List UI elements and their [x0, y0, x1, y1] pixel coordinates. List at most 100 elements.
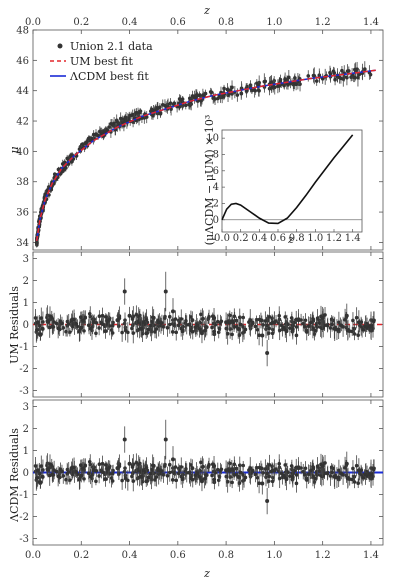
- x-tick-label-top: 0.2: [73, 17, 89, 28]
- residual-point: [160, 321, 164, 325]
- residual-point: [126, 478, 130, 483]
- residual-point: [285, 469, 289, 474]
- residual-point: [294, 333, 299, 338]
- y-tick-label-um-residuals: 2: [23, 276, 29, 287]
- plot-frame-distance-modulus: [32, 29, 384, 251]
- residual-point: [38, 324, 42, 328]
- inset-frame: [221, 129, 363, 233]
- residual-point: [115, 318, 120, 323]
- residual-point: [52, 468, 56, 472]
- x-tick-label-bottom: 0.8: [218, 550, 234, 561]
- residual-point: [199, 460, 203, 465]
- residual-point: [257, 481, 261, 486]
- residual-point: [86, 471, 91, 476]
- residual-point: [177, 320, 182, 325]
- residual-point: [212, 477, 217, 482]
- residual-point: [167, 322, 172, 327]
- residual-point: [83, 315, 88, 320]
- residual-point: [294, 325, 299, 329]
- residual-point: [279, 471, 284, 476]
- residual-point: [97, 314, 102, 319]
- residual-point: [184, 319, 188, 323]
- residual-point: [147, 327, 152, 331]
- data-point: [293, 76, 297, 80]
- residual-point: [123, 476, 128, 481]
- residual-point: [315, 464, 320, 469]
- x-tick-label-top: 0.6: [170, 17, 186, 28]
- residual-point: [219, 467, 224, 472]
- data-point: [203, 91, 208, 96]
- data-point: [124, 116, 128, 120]
- residual-point: [193, 473, 198, 478]
- data-point: [352, 75, 357, 80]
- residual-point: [232, 462, 237, 467]
- x-tick-label-top: 1.4: [363, 17, 379, 28]
- residual-point: [127, 461, 132, 466]
- legend-data-marker: [57, 43, 63, 49]
- x-tick-label-bottom: 1.2: [315, 550, 331, 561]
- residual-point: [147, 475, 152, 479]
- residual-point: [41, 320, 45, 324]
- inset-x-tick-label: 1.4: [345, 233, 361, 244]
- data-point: [314, 79, 319, 83]
- data-point: [60, 169, 65, 174]
- residual-point: [207, 462, 211, 467]
- residual-point: [130, 317, 135, 321]
- residual-point: [363, 324, 368, 329]
- x-tick-label-bottom: 0.0: [25, 550, 41, 561]
- residual-point: [313, 476, 317, 481]
- residual-point: [257, 317, 262, 322]
- residual-point: [267, 474, 271, 479]
- residual-point: [110, 323, 115, 328]
- inset-y-tick-label: 10: [206, 133, 219, 144]
- y-tick-label-um-residuals: 1: [23, 298, 29, 309]
- residual-point: [351, 318, 355, 323]
- data-point: [195, 93, 200, 98]
- data-point: [257, 88, 261, 93]
- residual-point: [230, 319, 234, 323]
- residual-point: [260, 481, 265, 486]
- residual-point: [103, 329, 108, 334]
- residual-point: [103, 315, 108, 319]
- residual-point: [99, 469, 104, 474]
- residual-point: [163, 289, 168, 294]
- residual-point: [170, 330, 175, 334]
- residual-point: [144, 465, 149, 470]
- data-point: [107, 125, 111, 129]
- residual-point: [302, 472, 307, 477]
- residual-point: [371, 467, 376, 472]
- residual-point: [66, 470, 71, 474]
- residual-point: [38, 472, 42, 476]
- residual-point: [266, 479, 271, 484]
- x-tick-label-bottom: 1.0: [266, 550, 282, 561]
- residual-point: [354, 315, 359, 320]
- residual-point: [174, 330, 179, 335]
- residual-point: [304, 478, 309, 482]
- data-point: [110, 122, 114, 127]
- residual-point: [267, 326, 271, 331]
- residual-point: [311, 474, 315, 478]
- residual-point: [356, 320, 361, 325]
- residual-point: [216, 330, 221, 335]
- residual-point: [122, 437, 127, 442]
- residual-point: [285, 321, 289, 326]
- residual-point: [110, 471, 115, 476]
- residual-point: [250, 320, 255, 325]
- residual-point: [107, 466, 111, 470]
- x-tick-label-top: 1.0: [266, 17, 282, 28]
- inset-x-tick-label: 0.2: [233, 233, 249, 244]
- residual-point: [291, 327, 295, 331]
- residual-point: [40, 474, 45, 479]
- inset-x-tick-label: 0.8: [289, 233, 305, 244]
- residual-point: [347, 477, 352, 481]
- x-tick-label-top: 0.4: [122, 17, 138, 28]
- residual-point: [56, 326, 60, 331]
- residual-point: [359, 324, 363, 329]
- residual-point: [38, 332, 43, 336]
- y-tick-label-lcdm-residuals: -1: [19, 490, 29, 501]
- data-point: [276, 84, 280, 89]
- inset-xlabel: z: [287, 233, 294, 246]
- residual-point: [190, 477, 195, 482]
- residual-point: [283, 315, 288, 319]
- residual-point: [139, 469, 143, 474]
